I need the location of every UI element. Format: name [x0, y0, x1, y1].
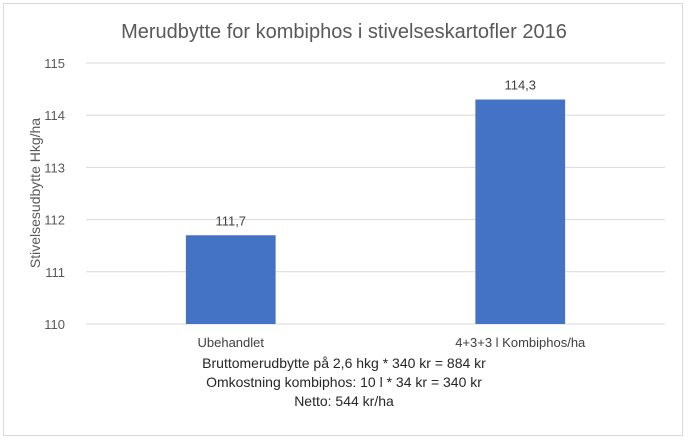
y-tick-labels: 110 111 112 113 114 115: [44, 56, 65, 332]
note-net: Netto: 544 kr/ha: [294, 393, 394, 409]
x-tick-label: Ubehandlet: [198, 335, 265, 350]
bars: [185, 99, 566, 324]
chart-title: Merudbytte for kombiphos i stivelseskart…: [121, 21, 567, 43]
y-tick-label: 113: [44, 160, 65, 175]
y-axis-label: Stivelsesudbytte Hkg/ha: [27, 118, 43, 268]
x-tick-labels: Ubehandlet 4+3+3 l Kombiphos/ha: [198, 335, 587, 350]
note-gross-yield: Bruttomerudbytte på 2,6 hkg * 340 kr = 8…: [202, 355, 486, 371]
x-tick-label: 4+3+3 l Kombiphos/ha: [455, 335, 586, 350]
y-tick-label: 112: [44, 213, 65, 228]
y-tick-label: 111: [45, 265, 65, 280]
notes: Bruttomerudbytte på 2,6 hkg * 340 kr = 8…: [0, 354, 688, 411]
data-label: 114,3: [504, 78, 536, 93]
y-tick-label: 110: [44, 317, 65, 332]
data-label: 111,7: [215, 213, 246, 228]
gridlines: [86, 62, 665, 325]
y-tick-label: 115: [44, 56, 65, 71]
data-labels: 111,7 114,3: [215, 78, 536, 229]
note-cost: Omkostning kombiphos: 10 l * 34 kr = 340…: [206, 374, 482, 390]
bar: [185, 235, 276, 324]
bar: [475, 99, 566, 324]
y-tick-label: 114: [44, 108, 65, 123]
